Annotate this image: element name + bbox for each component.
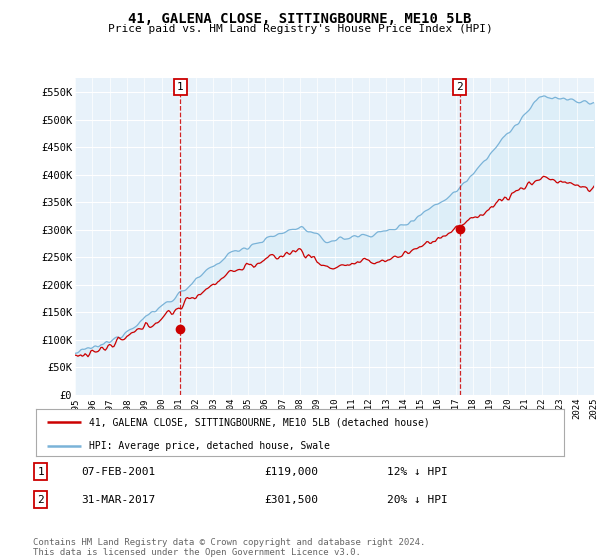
Text: Contains HM Land Registry data © Crown copyright and database right 2024.
This d: Contains HM Land Registry data © Crown c… [33, 538, 425, 557]
Text: 1: 1 [177, 82, 184, 92]
Text: 31-MAR-2017: 31-MAR-2017 [81, 494, 155, 505]
Text: 12% ↓ HPI: 12% ↓ HPI [387, 466, 448, 477]
Text: 20% ↓ HPI: 20% ↓ HPI [387, 494, 448, 505]
Text: 1: 1 [37, 466, 44, 477]
Text: 07-FEB-2001: 07-FEB-2001 [81, 466, 155, 477]
Text: £301,500: £301,500 [264, 494, 318, 505]
Text: 2: 2 [37, 494, 44, 505]
Text: £119,000: £119,000 [264, 466, 318, 477]
Text: 41, GALENA CLOSE, SITTINGBOURNE, ME10 5LB (detached house): 41, GALENA CLOSE, SITTINGBOURNE, ME10 5L… [89, 417, 430, 427]
Text: 41, GALENA CLOSE, SITTINGBOURNE, ME10 5LB: 41, GALENA CLOSE, SITTINGBOURNE, ME10 5L… [128, 12, 472, 26]
Text: 2: 2 [457, 82, 463, 92]
Text: Price paid vs. HM Land Registry's House Price Index (HPI): Price paid vs. HM Land Registry's House … [107, 24, 493, 34]
Text: HPI: Average price, detached house, Swale: HPI: Average price, detached house, Swal… [89, 441, 329, 451]
